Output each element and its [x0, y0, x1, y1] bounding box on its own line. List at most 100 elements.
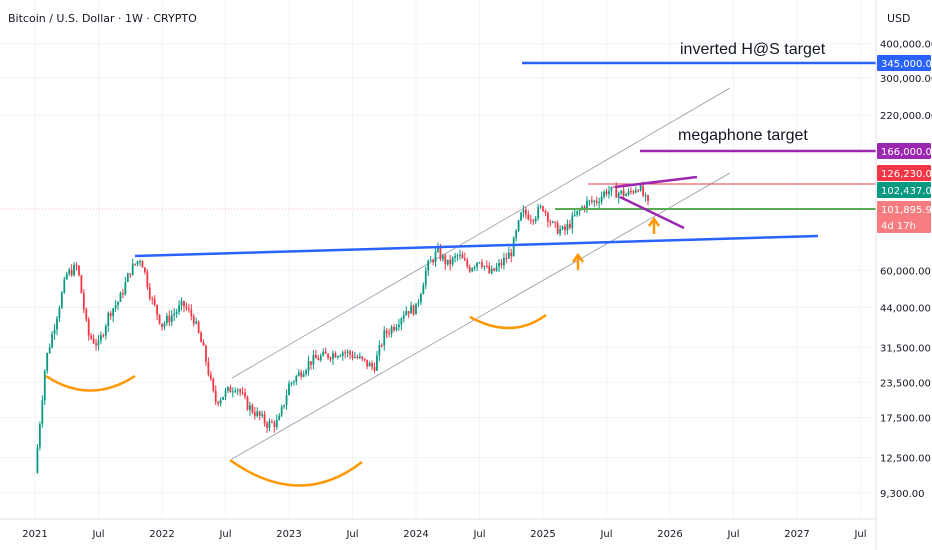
candle-body: [503, 257, 505, 266]
candle-body: [393, 326, 395, 331]
price-tick-label: 9,300.00: [880, 489, 925, 500]
time-tick-label: Jul: [853, 529, 866, 540]
drawings: inverted H@S target megaphone target: [0, 41, 876, 487]
candle-body: [112, 308, 115, 317]
candle-body: [51, 333, 53, 348]
candle-body: [527, 214, 530, 220]
candle-body: [644, 195, 647, 197]
candle-body: [305, 370, 307, 375]
candle-body: [459, 254, 461, 256]
candle-body: [551, 221, 554, 223]
candle-body: [522, 209, 525, 213]
candle-body: [617, 193, 620, 198]
megaphone-lower-line: [619, 195, 685, 230]
candle-body: [302, 374, 305, 377]
candle-body: [471, 268, 474, 272]
time-tick-label: 2027: [784, 529, 809, 540]
candle-body: [493, 268, 496, 271]
candle-body: [564, 226, 566, 231]
candle-body: [214, 390, 217, 402]
candle-body: [378, 345, 381, 356]
candle-body: [187, 308, 190, 310]
time-tick-label: 2026: [657, 529, 682, 540]
candle-body: [58, 307, 61, 319]
candle-body: [363, 358, 366, 360]
candle-body: [68, 269, 71, 274]
candle-body: [456, 255, 459, 257]
price-tick-label: 400,000.00: [880, 40, 932, 51]
time-tick-label: Jul: [599, 529, 612, 540]
candle-body: [498, 262, 500, 267]
candle-body: [593, 200, 596, 202]
candle-body: [490, 268, 493, 274]
candle-body: [168, 315, 171, 323]
candle-body: [202, 342, 205, 346]
candle-body: [388, 333, 391, 335]
candle-body: [334, 353, 337, 358]
candle-body: [344, 352, 347, 354]
candle-body: [600, 196, 603, 203]
candle-body: [85, 309, 88, 320]
candle-body: [229, 387, 232, 393]
candle-body: [576, 210, 579, 215]
candle-body: [278, 415, 281, 420]
candle-body: [346, 351, 349, 353]
candle-body: [227, 387, 229, 391]
price-tick-label: 17,500.00: [880, 413, 931, 424]
candle-body: [432, 260, 434, 263]
candle-body: [65, 273, 68, 280]
time-scale[interactable]: 2021 Jul 2022 Jul 2023 Jul 2024 Jul 2025 Jul 2026 J…: [22, 529, 866, 540]
candle-body: [454, 255, 456, 258]
candle-body: [517, 220, 520, 231]
candle-body: [129, 273, 132, 275]
candle-body: [258, 411, 261, 416]
candle-body: [36, 447, 39, 473]
candle-body: [473, 266, 476, 269]
candle-body: [449, 259, 452, 265]
candle-body: [529, 219, 532, 221]
price-badge: [877, 182, 931, 198]
price-tick-label: 23,500.00: [880, 378, 931, 389]
candle-body: [126, 273, 129, 283]
candle-body: [515, 230, 518, 238]
candle-body: [419, 294, 422, 303]
candle-body: [253, 412, 256, 416]
candle-body: [234, 390, 237, 392]
candle-body: [446, 259, 449, 265]
candle-body: [297, 372, 300, 376]
candle-body: [373, 366, 376, 371]
candle-body: [263, 414, 266, 424]
candle-body: [60, 292, 63, 308]
candle-body: [292, 381, 295, 383]
candle-body: [109, 312, 112, 317]
candle-body: [78, 265, 80, 276]
candle-body: [356, 356, 359, 359]
candle-body: [90, 335, 93, 339]
price-tick-label: 300,000.00: [880, 74, 932, 85]
time-tick-label: 2025: [530, 529, 555, 540]
candle-body: [134, 263, 137, 265]
candle-body: [327, 353, 329, 358]
candle-body: [307, 361, 310, 371]
candle-body: [544, 210, 547, 213]
candle-body: [615, 186, 618, 198]
candle-body: [104, 325, 107, 336]
price-scale[interactable]: 400,000.00 300,000.00 220,000.00 60,000.00 4…: [880, 40, 932, 500]
channel-upper-line: [231, 87, 731, 379]
candle-body: [451, 257, 454, 265]
candle-body: [312, 354, 315, 365]
candle-body: [95, 343, 97, 346]
candle-body: [310, 361, 312, 365]
candle-body: [608, 191, 610, 195]
candle-body: [586, 200, 588, 209]
candle-body: [505, 257, 508, 259]
candle-body: [136, 261, 139, 265]
candle-body: [495, 266, 498, 271]
candle-body: [241, 392, 244, 394]
candle-body: [483, 265, 486, 267]
candle-body: [175, 311, 178, 314]
candle-body: [561, 226, 564, 230]
time-tick-label: Jul: [218, 529, 231, 540]
